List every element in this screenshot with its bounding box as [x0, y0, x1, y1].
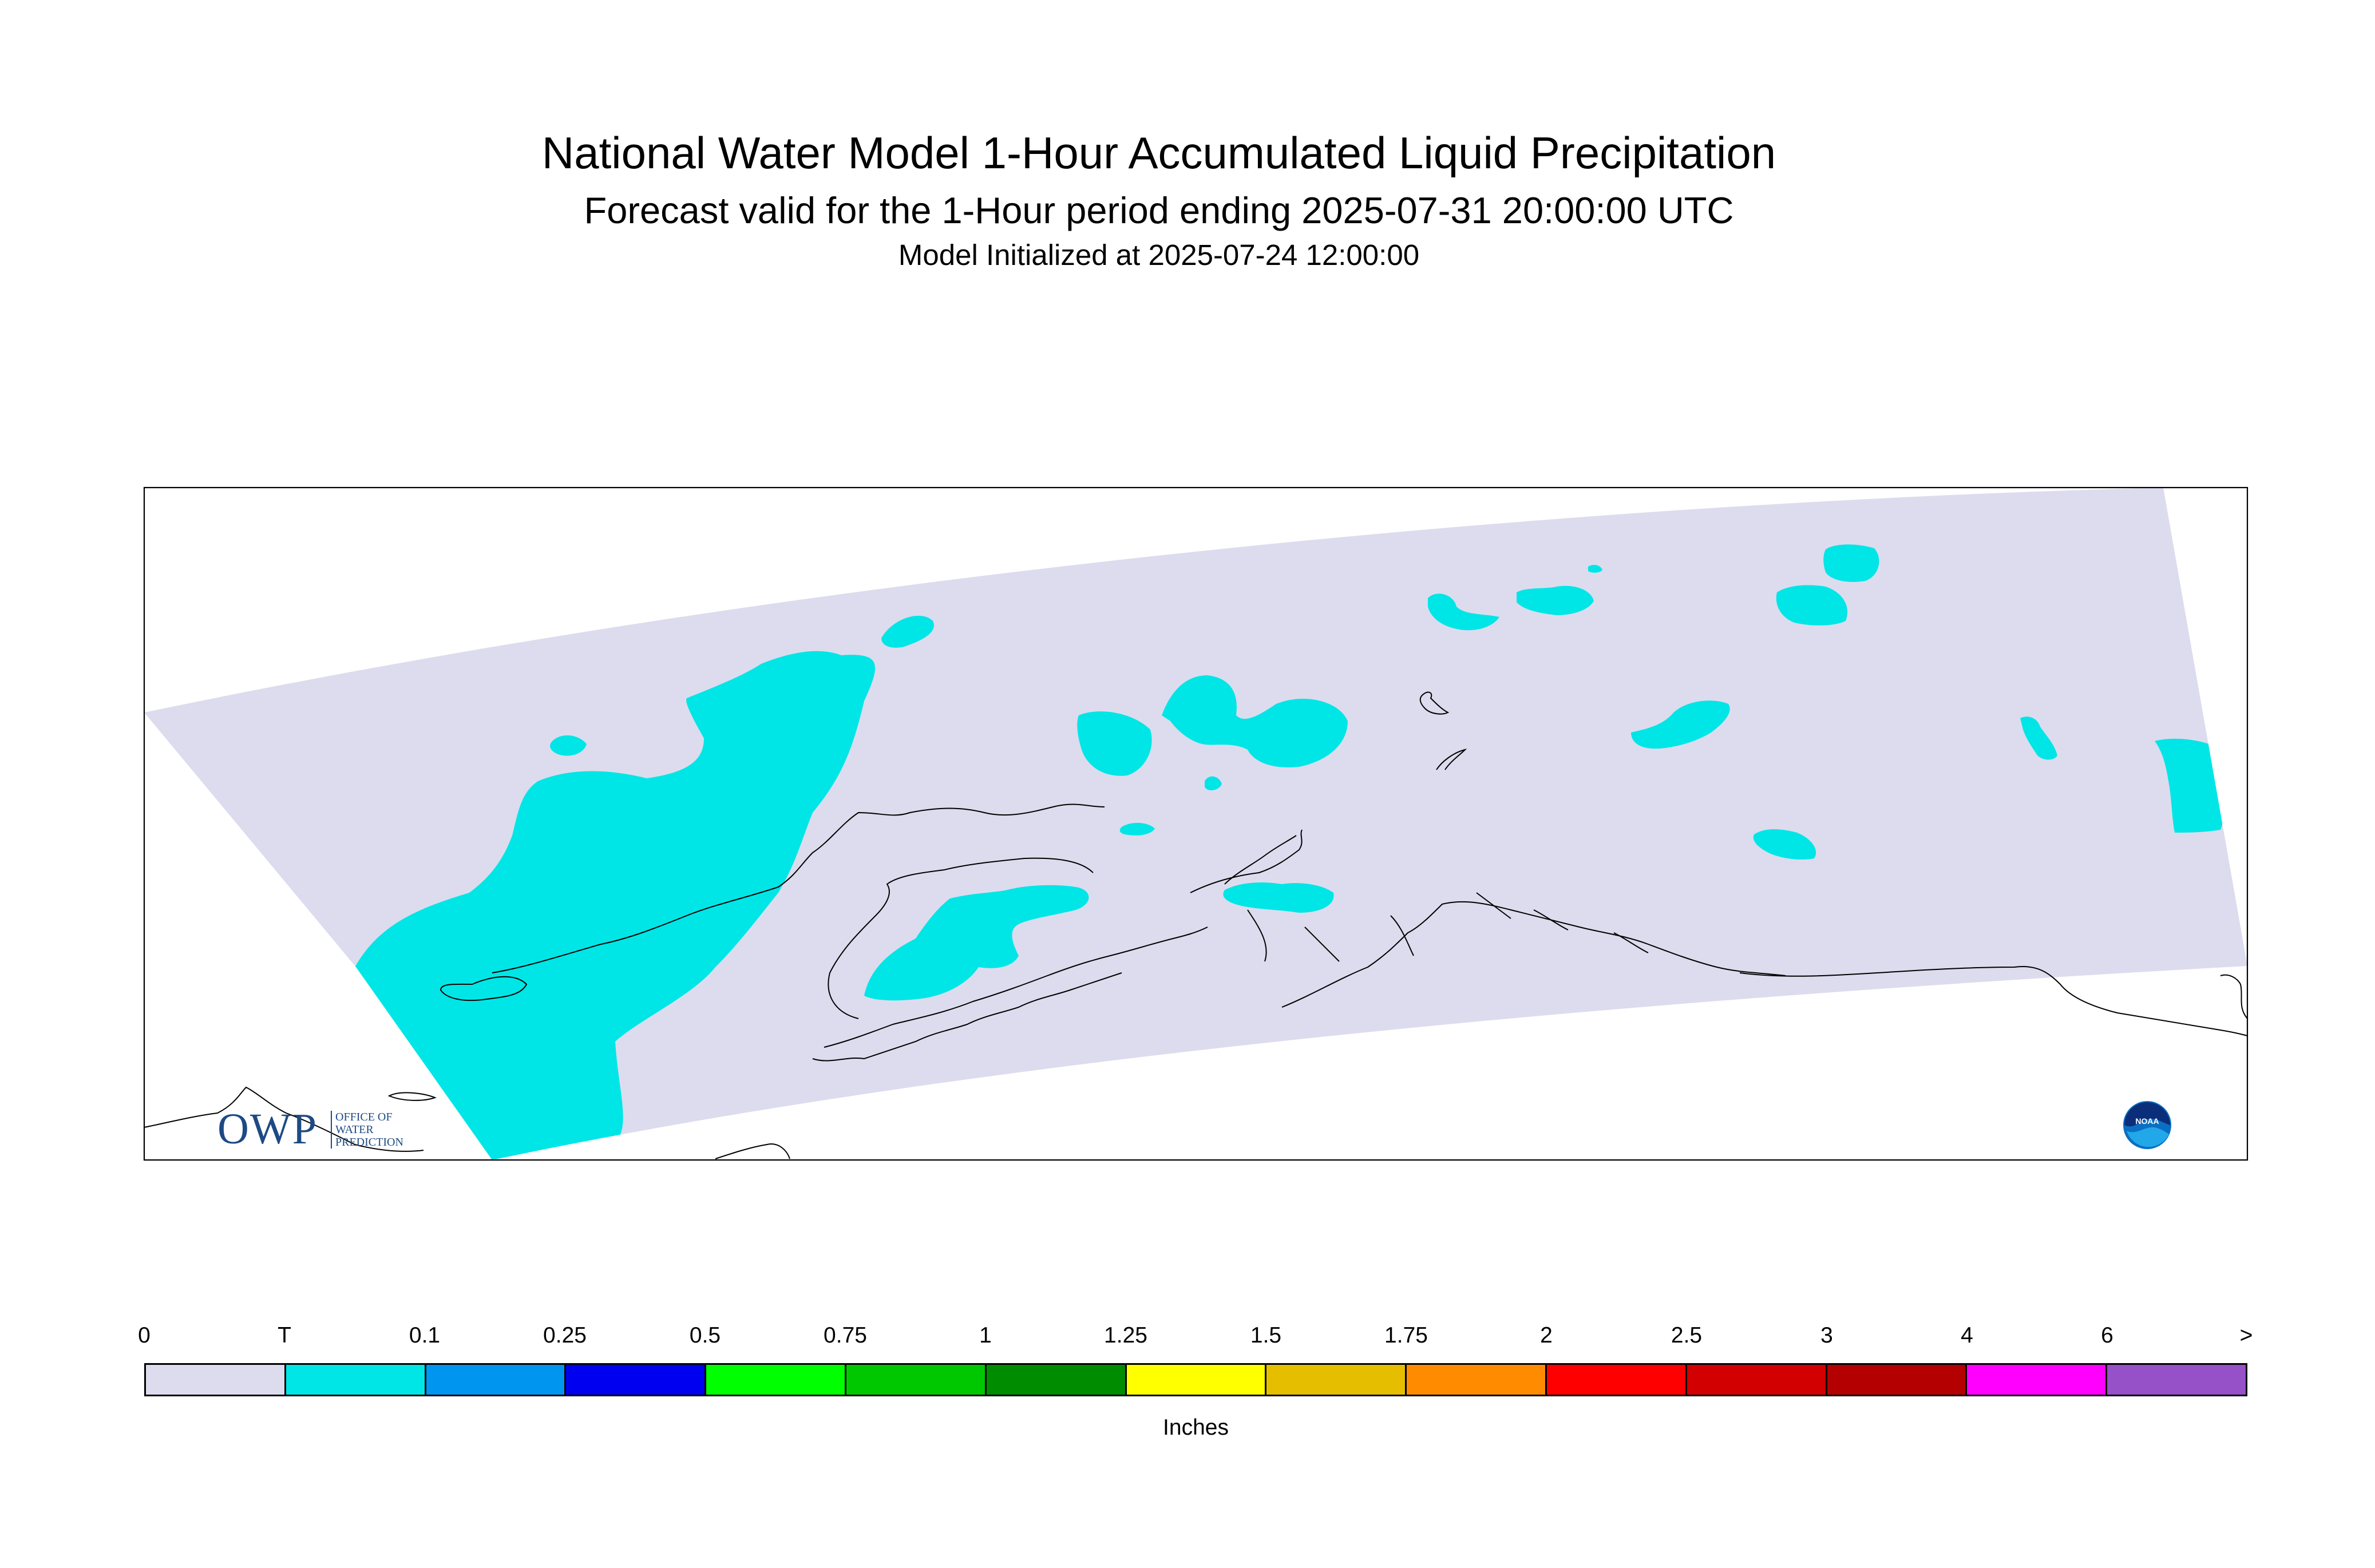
precip-area-north-3: [1517, 585, 1594, 615]
precip-area-east-3: [2020, 716, 2057, 760]
precip-area-east-4: [2155, 738, 2223, 833]
legend-swatch: [2107, 1365, 2246, 1395]
legend-tick-labels: 0 T 0.1 0.25 0.5 0.75 1 1.25 1.5 1.75 2 2.5 3 4 6 >: [138, 1316, 2253, 1351]
precipitation-map: [143, 486, 2249, 1161]
legend-swatch: [706, 1365, 846, 1395]
map-title: National Water Model 1-Hour Accumulated …: [541, 128, 1776, 178]
map-content: [144, 488, 2247, 1160]
legend-swatch: [146, 1365, 286, 1395]
coastline-yukon-delta: [440, 976, 528, 1001]
legend-tick-label: 6: [2101, 1323, 2113, 1348]
coastline-fjords-2: [1476, 892, 1649, 953]
precip-area-north-4: [1588, 565, 1602, 573]
owp-logo-line-1: OFFICE OF: [335, 1111, 393, 1123]
noaa-logo-text: NOAA: [2135, 1116, 2159, 1126]
coastline-south-east: [1739, 966, 2247, 1036]
legend-swatch: [1546, 1365, 1687, 1395]
map-subtitle: Forecast valid for the 1-Hour period end…: [584, 189, 1734, 231]
map-frame: [143, 486, 2249, 1161]
precip-area-small-3: [1119, 822, 1155, 836]
precip-area-north-1: [881, 616, 934, 648]
coastline-west-interior: [492, 803, 1105, 973]
legend-swatch: [1407, 1365, 1547, 1395]
color-legend: 0 T 0.1 0.25 0.5 0.75 1 1.25 1.5 1.75 2 2.5 3 4 6 > Inc…: [138, 1316, 2253, 1454]
legend-tick-label: 0.1: [409, 1323, 441, 1348]
legend-tick-label: 0.5: [689, 1323, 721, 1348]
precip-area-east-1: [1631, 700, 1730, 749]
coastline-bottom: [715, 1143, 790, 1159]
precip-area-small-1: [550, 735, 587, 756]
legend-swatch: [1827, 1365, 1968, 1395]
legend-swatch: [566, 1365, 707, 1395]
noaa-logo: NOAA: [2123, 1101, 2171, 1149]
legend-swatch: [1126, 1365, 1267, 1395]
coastline-southwest-islands: [387, 1092, 437, 1101]
legend-swatch: [1266, 1365, 1407, 1395]
coastline-fjords-1: [1224, 835, 1414, 962]
noaa-logo-wave: [2127, 1127, 2169, 1147]
precip-area-mid-2: [1162, 675, 1348, 767]
legend-swatch: [1687, 1365, 1827, 1395]
legend-tick-label: 1.5: [1250, 1323, 1282, 1348]
owp-logo: OWP OFFICE OF WATER PREDICTION: [217, 1107, 423, 1153]
owp-logo-line-3: PREDICTION: [335, 1136, 403, 1149]
legend-swatch: [426, 1365, 567, 1395]
precip-area-east-2: [1753, 829, 1816, 860]
noaa-logo-bird: [2124, 1102, 2170, 1127]
coastline-kenai: [1190, 829, 1303, 893]
legend-tick-label: 2: [1540, 1323, 1553, 1348]
legend-tick-label: 0: [138, 1323, 151, 1348]
legend-tick-label: 1.25: [1104, 1323, 1147, 1348]
legend-swatch: [986, 1365, 1127, 1395]
precip-area-small-2: [1205, 776, 1222, 791]
coastline-right-edge: [2220, 974, 2247, 1019]
coastline-aleutian-chain: [812, 972, 1122, 1062]
legend-tick-label: 0.25: [543, 1323, 587, 1348]
legend-tick-label: T: [278, 1323, 291, 1348]
precip-area-west: [355, 651, 876, 1160]
legend-unit-label: Inches: [1163, 1415, 1229, 1440]
owp-logo-text: OFFICE OF WATER PREDICTION: [331, 1111, 403, 1149]
coastline-inland-loop: [828, 857, 1094, 1019]
coastline-peninsula-east: [824, 926, 1208, 1048]
coastline-southwest: [144, 1086, 424, 1152]
legend-tick-label: 3: [1820, 1323, 1833, 1348]
precip-area-sound: [1223, 882, 1334, 913]
legend-swatch: [1967, 1365, 2108, 1395]
legend-swatch: [286, 1365, 426, 1395]
legend-tick-label: 1.75: [1384, 1323, 1428, 1348]
precip-area-north-6: [1776, 585, 1848, 625]
coastline-gulf: [1281, 901, 1786, 1008]
legend-tick-label: >: [2239, 1323, 2253, 1348]
legend-tick-label: 4: [1961, 1323, 1973, 1348]
precip-area-north-2: [1428, 593, 1499, 631]
coastline-island-2: [1436, 749, 1467, 770]
coastlines: [144, 691, 2247, 1159]
precip-area-north-5: [1823, 544, 1879, 582]
legend-tick-label: 0.75: [824, 1323, 867, 1348]
owp-logo-letters: OWP: [217, 1105, 318, 1153]
legend-tick-label: 2.5: [1671, 1323, 1703, 1348]
coastline-island-1: [1419, 691, 1450, 715]
model-init-time: Model Initialized at 2025-07-24 12:00:00: [898, 239, 1420, 271]
legend-swatch: [846, 1365, 987, 1395]
legend-color-bar: [144, 1363, 2247, 1396]
precip-areas: [355, 544, 2223, 1160]
precip-area-mid-1: [1077, 711, 1152, 776]
owp-logo-line-2: WATER: [335, 1123, 374, 1136]
precip-area-peninsula: [864, 885, 1089, 1001]
legend-tick-label: 1: [979, 1323, 992, 1348]
